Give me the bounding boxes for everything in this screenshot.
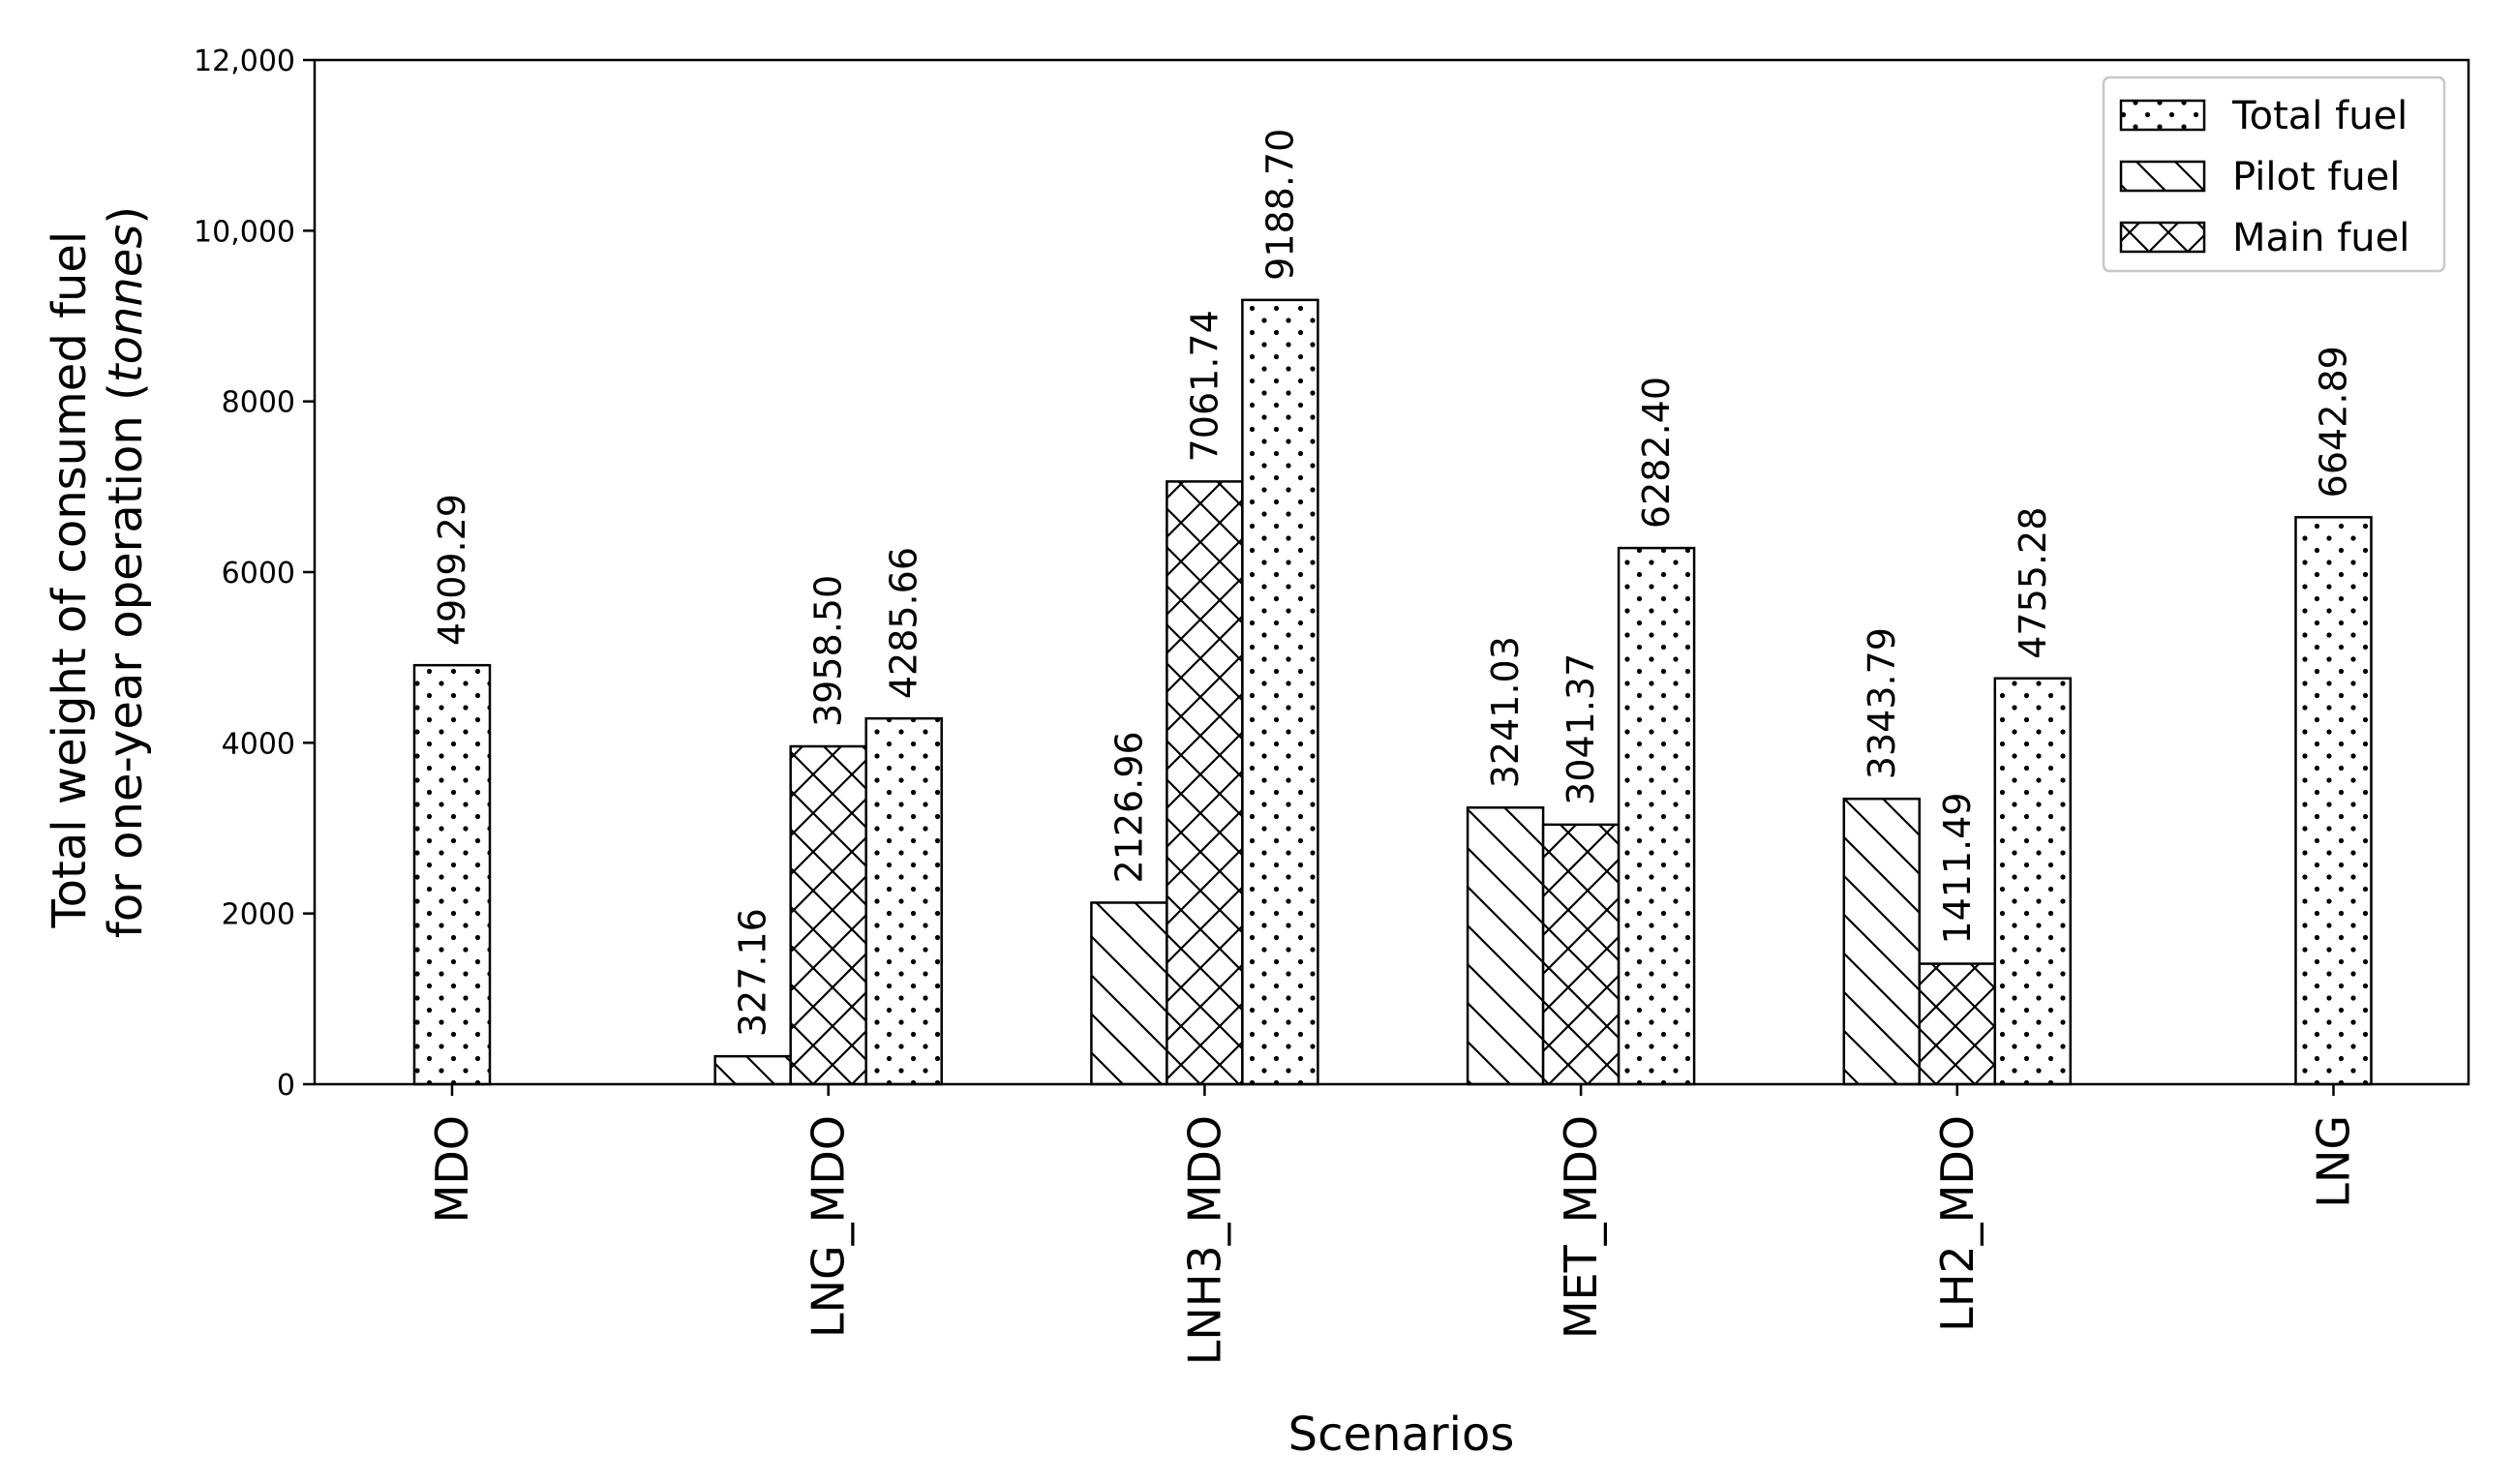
bar-value-label: 3958.50: [807, 575, 850, 727]
y-tick-label: 12,000: [194, 45, 295, 78]
y-axis-title-unit: tonnes: [99, 225, 153, 383]
bar-value-label: 9188.70: [1258, 129, 1301, 281]
bar-value-label: 6282.40: [1635, 377, 1678, 529]
bar-dots: [1241, 298, 1319, 1086]
bar-value-label: 4755.28: [2012, 507, 2054, 659]
bar-crosshatch: [789, 744, 867, 1086]
legend-swatch-crosshatch: [2119, 221, 2206, 254]
y-tick-label: 2000: [222, 898, 295, 932]
bar-crosshatch: [1541, 823, 1620, 1086]
x-tick-label: LNH3_MDO: [1178, 1115, 1230, 1365]
x-tick-label: LNG_MDO: [803, 1115, 855, 1338]
legend-swatch-diagonal: [2119, 160, 2206, 193]
bar-dots: [1617, 546, 1696, 1086]
bar-value-label: 6642.89: [2313, 346, 2355, 498]
legend: Total fuel Pilot fuel Main fuel: [2102, 76, 2446, 273]
y-axis-title-line2-suffix: ): [99, 206, 153, 225]
y-tick-label: 6000: [222, 557, 295, 591]
bar-value-label: 3343.79: [1861, 627, 1903, 779]
bar-value-label: 7061.74: [1183, 310, 1226, 462]
y-tick-label: 0: [277, 1069, 295, 1103]
bar-value-label: 3041.37: [1560, 653, 1602, 805]
bar-value-label: 2126.96: [1107, 731, 1150, 883]
y-axis-title-line2-prefix: for one-year operation (: [99, 382, 153, 938]
legend-label: Pilot fuel: [2232, 155, 2401, 199]
x-axis-title: Scenarios: [1288, 1408, 1515, 1462]
bar-diagonal: [1842, 797, 1922, 1086]
x-axis: MDO LNG_MDO LNH3_MDO MET_MDO LH2_MDO LNG: [426, 1084, 2360, 1365]
bar-dots: [412, 663, 492, 1086]
legend-swatch-dots: [2119, 99, 2206, 132]
y-axis-title: Total weight of consumed fuel for one-ye…: [43, 206, 153, 938]
bar-dots: [1993, 677, 2073, 1086]
bar-diagonal: [1466, 805, 1545, 1086]
bar-diagonal: [1090, 901, 1168, 1086]
bar-value-label: 4909.29: [431, 494, 473, 646]
legend-label: Main fuel: [2232, 216, 2409, 260]
y-tick-label: 8000: [222, 386, 295, 420]
bar-dots: [864, 716, 943, 1086]
x-tick-label: LNG: [2308, 1115, 2360, 1208]
x-tick-label: MDO: [426, 1115, 478, 1223]
y-tick-label: 10,000: [194, 215, 295, 249]
y-axis: 0 2000 4000 6000 8000 10,000 12,000: [194, 45, 315, 1103]
bar-value-label: 327.16: [732, 908, 774, 1037]
value-labels-layer: 4909.29 327.16 3958.50 4285.66 2126.96 7061.7…: [431, 129, 2355, 1037]
bar-crosshatch: [1166, 480, 1244, 1086]
bars-layer: [412, 298, 2373, 1086]
bar-value-label: 1411.49: [1936, 792, 1979, 944]
legend-label: Total fuel: [2231, 94, 2408, 138]
x-tick-label: LH2_MDO: [1931, 1115, 1984, 1332]
bar-value-label: 3241.03: [1484, 636, 1527, 788]
x-tick-label: MET_MDO: [1555, 1115, 1607, 1339]
y-tick-label: 4000: [222, 727, 295, 761]
bar-value-label: 4285.66: [883, 547, 925, 699]
bar-crosshatch: [1918, 962, 1997, 1086]
bar-diagonal: [713, 1054, 792, 1086]
bar-dots: [2294, 516, 2373, 1086]
y-axis-title-line1: Total weight of consumed fuel: [43, 231, 97, 929]
